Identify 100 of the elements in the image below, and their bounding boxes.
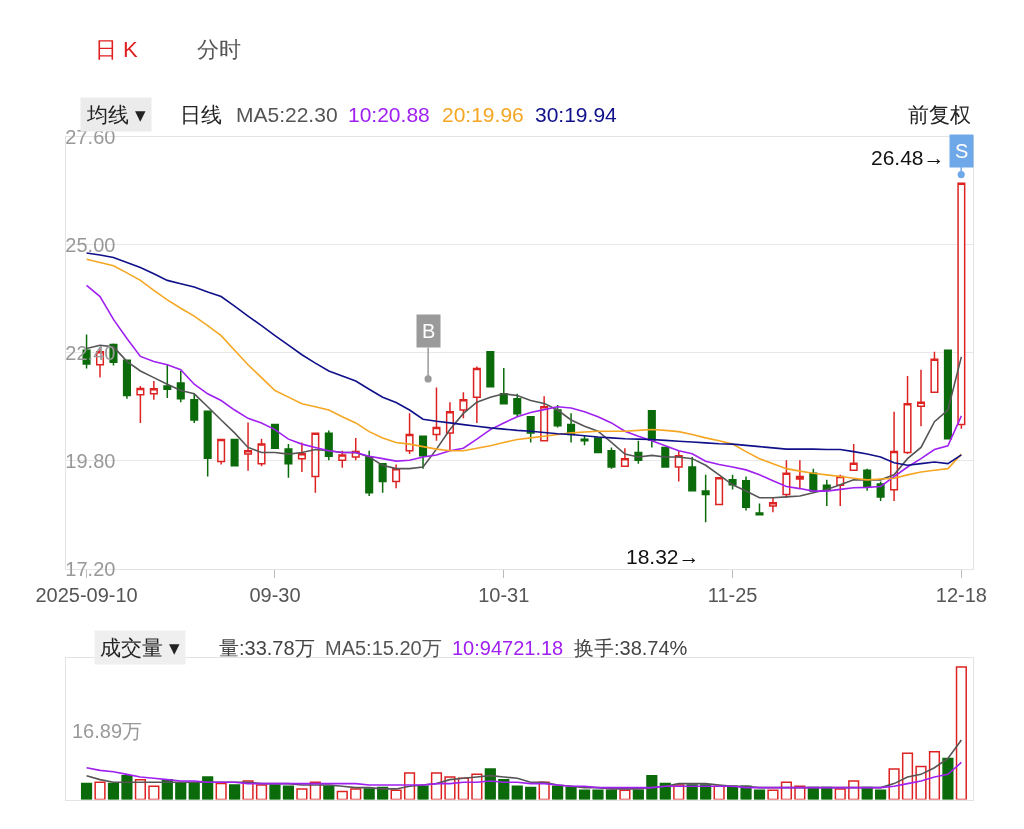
candlestick	[365, 450, 374, 497]
bar	[605, 789, 618, 800]
bar	[955, 666, 967, 800]
bar	[229, 784, 241, 800]
candlestick	[513, 393, 522, 418]
bar	[767, 789, 779, 800]
candlestick	[324, 429, 333, 462]
candlestick	[688, 456, 697, 492]
candlestick	[647, 410, 656, 449]
candlestick	[257, 437, 266, 467]
candlestick	[486, 351, 495, 388]
x-tick-label: 09-30	[249, 583, 301, 606]
candlestick	[217, 438, 226, 466]
text: 分时	[197, 37, 241, 62]
bar	[148, 785, 160, 800]
bar	[350, 788, 362, 800]
text: 日线	[180, 103, 222, 126]
bar	[901, 752, 914, 800]
candlestick	[122, 359, 131, 400]
bar	[592, 789, 604, 800]
candlestick	[836, 474, 845, 507]
bar	[848, 780, 860, 800]
candlestick	[190, 393, 199, 424]
y-tick-label: 17.20	[65, 557, 116, 580]
bar	[202, 776, 214, 800]
candlestick	[230, 438, 239, 467]
bar	[753, 789, 766, 800]
bar	[390, 789, 402, 800]
candlestick	[459, 391, 468, 420]
candlestick	[701, 474, 710, 523]
bar	[121, 774, 133, 800]
candlestick	[715, 477, 724, 506]
bar	[511, 785, 523, 800]
x-tick-label: 12-18	[935, 583, 987, 606]
text: 量:33.78万	[219, 637, 315, 659]
candlestick	[149, 380, 158, 401]
candlestick	[338, 450, 347, 469]
text: 均线 ▾	[86, 103, 146, 126]
candlestick	[943, 349, 952, 440]
candlestick	[553, 404, 562, 429]
candlestick	[957, 182, 966, 430]
candlestick	[768, 496, 777, 514]
annotation: 26.48→	[871, 146, 945, 169]
candlestick	[795, 459, 804, 489]
bar	[578, 789, 591, 800]
bar	[430, 772, 443, 800]
candlestick	[136, 385, 145, 424]
bar	[942, 757, 954, 800]
text: 前复权	[908, 103, 971, 126]
bar	[525, 786, 537, 800]
candlestick	[930, 351, 939, 393]
y-tick-label: 25.00	[65, 233, 116, 256]
text: 20:19.96	[442, 103, 524, 126]
candlestick	[580, 434, 589, 447]
bar	[175, 782, 187, 800]
candlestick	[782, 459, 791, 499]
text: 换手:38.74%	[574, 637, 688, 659]
candlestick	[755, 502, 764, 517]
x-tick-label: 2025-09-10	[35, 583, 138, 606]
bar	[417, 785, 429, 800]
bar	[363, 788, 375, 800]
annotation: S	[955, 140, 969, 162]
candlestick	[472, 365, 481, 424]
text: 成交量 ▾	[100, 636, 180, 659]
candlestick	[311, 432, 320, 494]
bar	[565, 786, 577, 800]
candlestick	[176, 370, 185, 403]
bar	[80, 782, 93, 800]
text: 30:19.94	[535, 103, 618, 126]
candlestick	[876, 480, 885, 502]
bar	[269, 784, 281, 800]
candlestick	[418, 435, 428, 470]
x-tick-label: 10-31	[478, 583, 530, 606]
candlestick	[849, 443, 858, 472]
bar	[632, 789, 644, 800]
candlestick	[593, 437, 603, 454]
candlestick	[244, 421, 253, 472]
bar	[107, 782, 120, 800]
candlestick	[163, 363, 172, 399]
candlestick	[741, 475, 751, 512]
bar	[834, 788, 846, 800]
candlestick	[405, 412, 414, 455]
candlestick	[607, 446, 616, 470]
y-tick-label: 19.80	[65, 449, 116, 472]
annotation: 18.32→	[626, 545, 700, 568]
candlestick	[499, 367, 508, 405]
candlestick	[916, 368, 926, 427]
bar	[282, 785, 295, 800]
candlestick	[203, 410, 212, 478]
bar	[888, 768, 900, 800]
bar	[875, 789, 887, 800]
candlestick	[432, 386, 441, 442]
bar	[296, 788, 308, 800]
annotation: B	[422, 320, 436, 342]
annotation: 16.89万	[72, 720, 143, 742]
candlestick	[526, 415, 535, 444]
bar	[928, 751, 941, 800]
text: 10:94721.18	[452, 637, 564, 659]
bar	[619, 789, 631, 800]
candlestick	[297, 441, 306, 473]
